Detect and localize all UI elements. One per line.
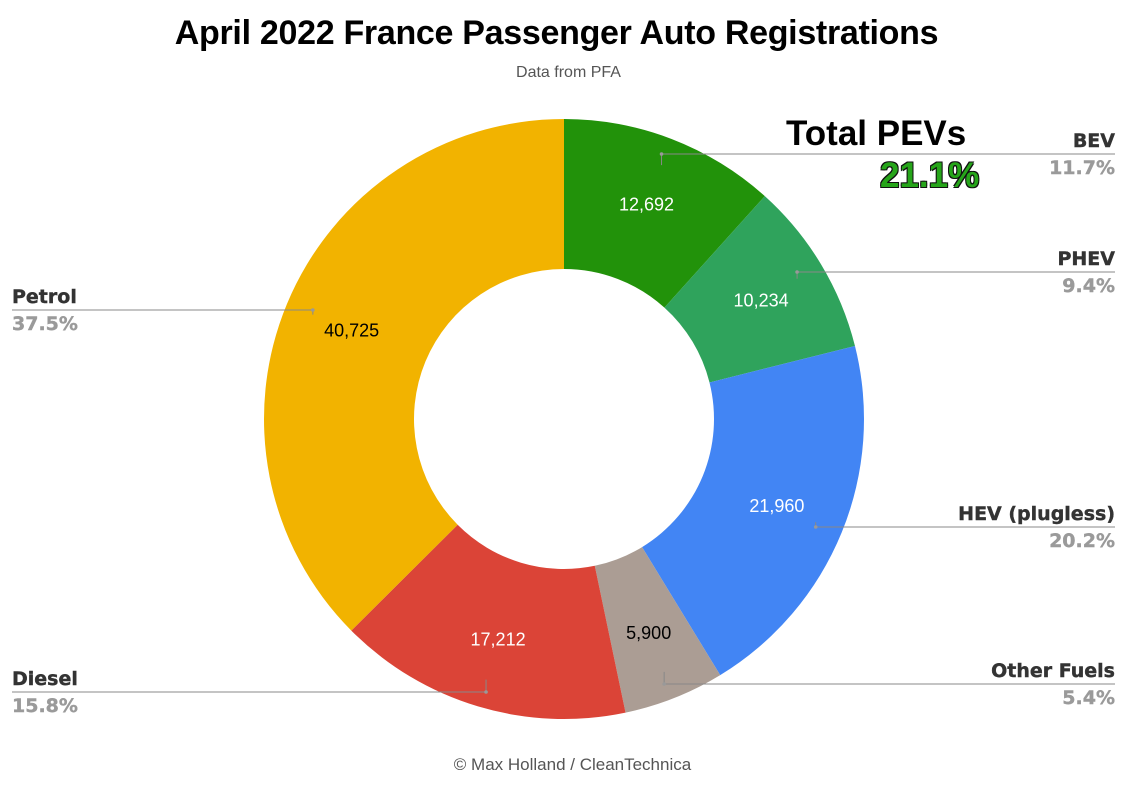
footer-credit: © Max Holland / CleanTechnica [453,755,692,774]
slice-phev [664,196,855,383]
slice-petrol [263,119,564,631]
slice-hev-plugless [642,345,865,676]
value-label-diesel: 17,212 [471,629,526,649]
slice-bev [564,119,765,308]
percent-label-bev: 11.7% [1049,157,1115,179]
percent-label-petrol: 37.5% [12,313,78,335]
leader-dot-other-fuels [662,682,666,686]
label-petrol: Petrol [12,286,77,308]
leader-dot-bev [659,152,664,156]
leader-dot-diesel [484,690,488,694]
callout-value: 21.1% [880,156,980,195]
percent-label-hev-plugless: 20.2% [1049,530,1115,552]
percent-label-phev: 9.4% [1062,275,1115,297]
label-other-fuels: Other Fuels [991,660,1115,682]
label-phev: PHEV [1057,248,1115,270]
leader-dot-hev-plugless [813,525,818,529]
leader-line-diesel [12,679,487,693]
label-hev-plugless: HEV (plugless) [958,503,1115,525]
value-label-bev: 12,692 [619,194,674,214]
label-diesel: Diesel [12,668,78,690]
leader-dot-phev [795,270,799,274]
slice-diesel [351,524,626,719]
value-label-petrol: 40,725 [324,321,379,341]
slice-value-labels: 12,692 10,234 21,960 5,900 17,212 40,725 [324,194,804,649]
callout-title: Total PEVs [786,114,967,153]
value-label-other-fuels: 5,900 [626,623,671,643]
donut-slices [263,119,865,719]
percent-label-other-fuels: 5.4% [1062,687,1115,709]
value-label-phev: 10,234 [734,290,789,310]
label-bev: BEV [1073,130,1115,152]
leader-dot-petrol [311,308,315,312]
chart-title: April 2022 France Passenger Auto Registr… [174,14,939,52]
leader-lines [12,152,1115,694]
chart-subtitle: Data from PFA [516,64,621,81]
slice-other-fuels [594,547,721,713]
value-label-hev-plugless: 21,960 [749,496,804,516]
percent-label-diesel: 15.8% [12,695,78,717]
outer-labels: BEV 11.7% PHEV 9.4% HEV (plugless) 20.2% Other… [12,130,1116,717]
